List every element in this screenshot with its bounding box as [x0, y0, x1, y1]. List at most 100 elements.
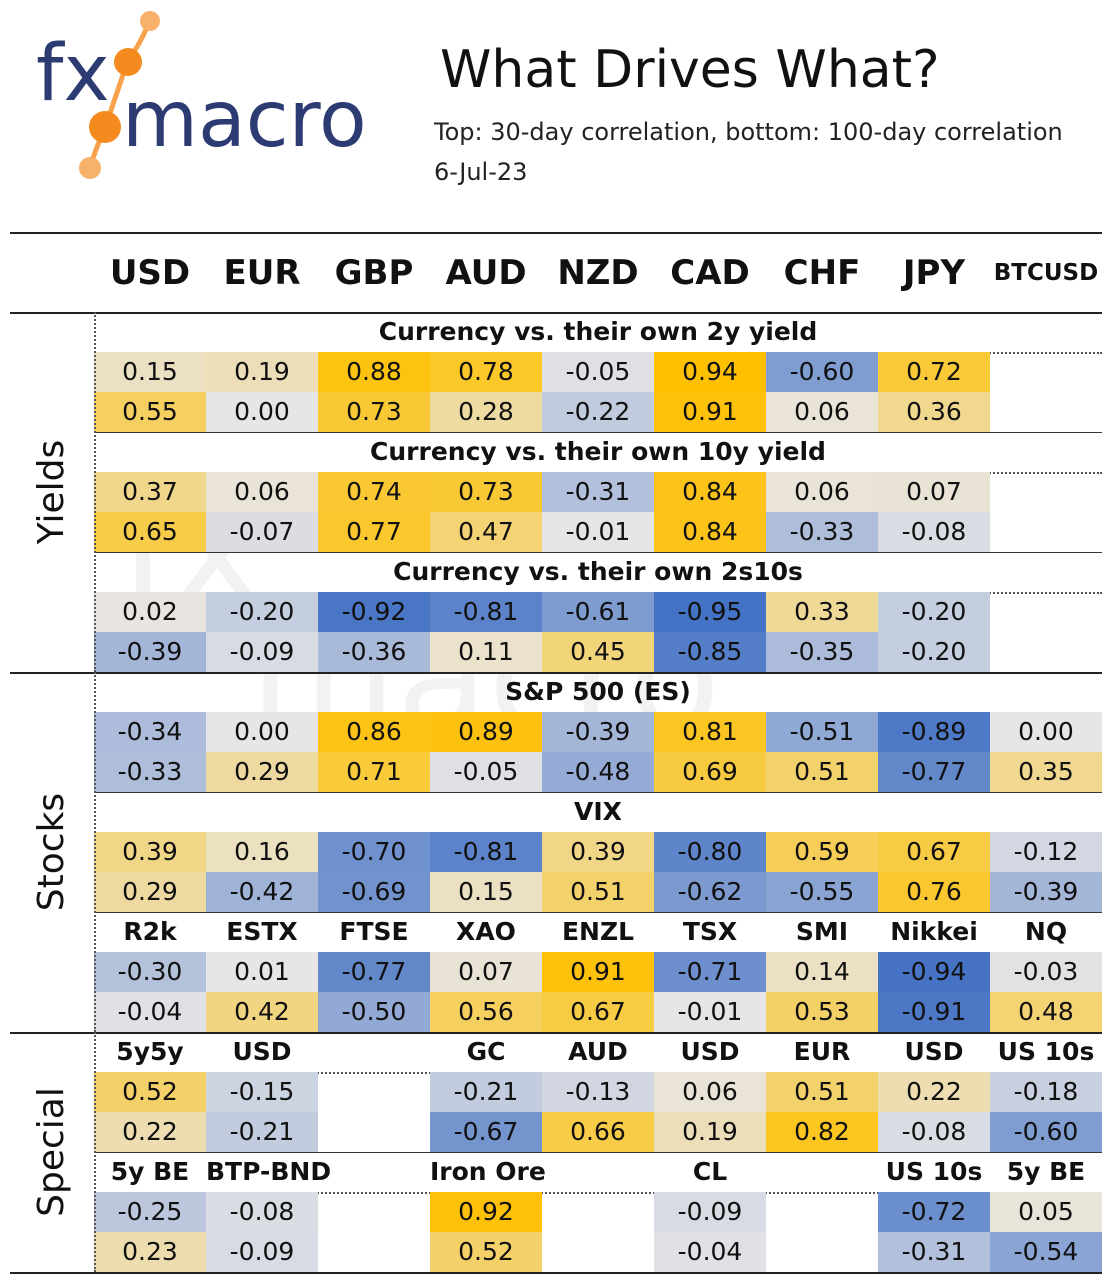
correlation-cell: -0.81	[430, 592, 542, 632]
correlation-cell: 0.52	[430, 1232, 542, 1272]
correlation-cell: 0.07	[430, 952, 542, 992]
correlation-cell: 0.84	[654, 512, 766, 552]
correlation-cell: 0.82	[766, 1112, 878, 1152]
column-header-usd: USD	[109, 253, 191, 293]
correlation-cell: -0.01	[542, 512, 654, 552]
row-label: R2k	[123, 917, 177, 946]
row-label: 5y5y	[116, 1037, 184, 1066]
section-label-yields: Yields	[31, 439, 72, 545]
correlation-cell: -0.42	[206, 872, 318, 912]
logo-line2: macro	[122, 75, 367, 165]
section-divider	[94, 672, 96, 1032]
correlation-cell: -0.69	[318, 872, 430, 912]
correlation-cell: -0.09	[206, 632, 318, 672]
correlation-cell: 0.67	[542, 992, 654, 1032]
correlation-cell: 0.02	[94, 592, 206, 632]
divider	[10, 312, 1102, 314]
correlation-cell: -0.13	[542, 1072, 654, 1112]
column-header-cad: CAD	[670, 253, 750, 293]
page-title: What Drives What?	[440, 40, 940, 100]
correlation-cell: -0.09	[206, 1232, 318, 1272]
correlation-cell: -0.89	[878, 712, 990, 752]
divider	[94, 432, 1102, 433]
correlation-cell: -0.09	[654, 1192, 766, 1232]
logo-line1: fx	[36, 29, 110, 119]
divider	[94, 1152, 1102, 1153]
correlation-cell: 0.06	[206, 472, 318, 512]
correlation-cell: -0.08	[206, 1192, 318, 1232]
correlation-cell: 0.16	[206, 832, 318, 872]
row-label: TSX	[682, 917, 738, 946]
correlation-cell: 0.84	[654, 472, 766, 512]
row-label: XAO	[456, 917, 516, 946]
correlation-cell: 0.77	[318, 512, 430, 552]
correlation-cell: -0.31	[878, 1232, 990, 1272]
correlation-cell: 0.51	[542, 872, 654, 912]
correlation-cell: 0.39	[542, 832, 654, 872]
column-header-nzd: NZD	[557, 253, 639, 293]
correlation-cell: 0.33	[766, 592, 878, 632]
correlation-cell: -0.05	[542, 352, 654, 392]
correlation-cell: -0.70	[318, 832, 430, 872]
group-title: S&P 500 (ES)	[505, 677, 691, 706]
divider	[10, 1032, 1102, 1034]
correlation-cell: -0.50	[318, 992, 430, 1032]
correlation-cell: 0.19	[206, 352, 318, 392]
correlation-cell: 0.56	[430, 992, 542, 1032]
correlation-cell: -0.35	[766, 632, 878, 672]
correlation-cell: -0.77	[318, 952, 430, 992]
correlation-cell: 0.78	[430, 352, 542, 392]
correlation-cell: 0.35	[990, 752, 1102, 792]
correlation-cell: 0.55	[94, 392, 206, 432]
correlation-cell: -0.39	[990, 872, 1102, 912]
correlation-cell: 0.94	[654, 352, 766, 392]
correlation-cell: 0.06	[654, 1072, 766, 1112]
correlation-cell: 0.06	[766, 392, 878, 432]
column-header-btcusd: BTCUSD	[993, 260, 1099, 286]
column-header-aud: AUD	[445, 253, 527, 293]
correlation-cell: -0.25	[94, 1192, 206, 1232]
correlation-cell: -0.15	[206, 1072, 318, 1112]
section-label-stocks: Stocks	[31, 792, 72, 912]
correlation-cell: -0.07	[206, 512, 318, 552]
column-header-gbp: GBP	[334, 253, 414, 293]
correlation-cell: -0.94	[878, 952, 990, 992]
correlation-cell: 0.47	[430, 512, 542, 552]
correlation-cell: -0.08	[878, 1112, 990, 1152]
correlation-cell: -0.18	[990, 1072, 1102, 1112]
row-label: FTSE	[339, 917, 409, 946]
correlation-cell: 0.22	[94, 1112, 206, 1152]
correlation-cell: 0.37	[94, 472, 206, 512]
correlation-cell: -0.85	[654, 632, 766, 672]
row-label: ESTX	[226, 917, 298, 946]
row-label: USD	[904, 1037, 964, 1066]
correlation-cell: -0.92	[318, 592, 430, 632]
section-divider	[94, 1032, 96, 1272]
correlation-cell: 0.36	[878, 392, 990, 432]
correlation-cell: -0.05	[430, 752, 542, 792]
row-label: US 10s	[885, 1157, 983, 1186]
group-title: VIX	[574, 797, 622, 826]
correlation-cell: 0.86	[318, 712, 430, 752]
correlation-cell: -0.48	[542, 752, 654, 792]
correlation-cell: -0.04	[94, 992, 206, 1032]
group-title: Currency vs. their own 2s10s	[393, 557, 803, 586]
row-label: Iron Ore	[430, 1157, 546, 1186]
correlation-cell: 0.00	[206, 392, 318, 432]
correlation-cell: 0.89	[430, 712, 542, 752]
row-label: CL	[692, 1157, 728, 1186]
correlation-cell: -0.67	[430, 1112, 542, 1152]
correlation-cell: 0.45	[542, 632, 654, 672]
correlation-cell: 0.72	[878, 352, 990, 392]
correlation-cell: -0.51	[766, 712, 878, 752]
correlation-cell: 0.71	[318, 752, 430, 792]
correlation-cell: 0.81	[654, 712, 766, 752]
divider	[94, 552, 1102, 553]
correlation-cell: -0.20	[878, 632, 990, 672]
column-header-chf: CHF	[783, 253, 861, 293]
correlation-cell: 0.65	[94, 512, 206, 552]
row-label: GC	[466, 1037, 506, 1066]
correlation-cell: 0.19	[654, 1112, 766, 1152]
correlation-cell: 0.29	[94, 872, 206, 912]
correlation-cell: -0.60	[766, 352, 878, 392]
